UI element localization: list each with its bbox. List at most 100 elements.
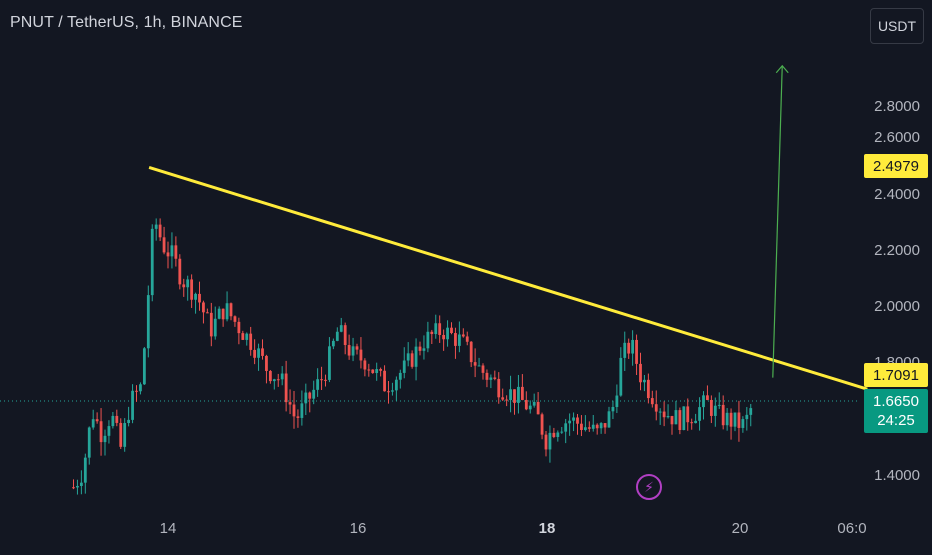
candle-body	[371, 369, 375, 374]
last-price-tag: 1.6650 24:25	[864, 389, 928, 433]
candle-body	[103, 435, 107, 443]
candle-body	[619, 357, 623, 396]
price-tick: 2.6000	[874, 129, 920, 146]
candle-body	[253, 349, 257, 358]
candle-body	[284, 373, 288, 403]
candle-body	[572, 417, 575, 421]
candle-body	[583, 427, 587, 430]
candle-body	[186, 279, 190, 288]
candle-body	[351, 346, 355, 356]
price-tick: 2.2000	[874, 242, 920, 259]
candle-body	[146, 295, 150, 349]
price-tick: 2.8000	[874, 98, 920, 115]
candle-body	[107, 426, 111, 436]
arrow-head	[775, 64, 789, 74]
candle-body	[477, 365, 481, 367]
candle-body	[678, 410, 682, 431]
candle-body	[402, 360, 406, 373]
candle-body	[666, 416, 670, 418]
candle-body	[268, 370, 272, 382]
bar-countdown: 24:25	[877, 412, 915, 429]
candle-body	[123, 423, 127, 447]
candle-body	[635, 339, 638, 364]
candle-body	[375, 369, 379, 374]
candle-body	[552, 432, 556, 437]
candle-body	[457, 334, 461, 346]
candle-body	[607, 411, 611, 428]
candle-body	[520, 386, 524, 400]
candle-body	[111, 415, 115, 427]
candle-body	[686, 406, 690, 423]
candle-body	[485, 372, 489, 380]
candle-body	[729, 412, 733, 427]
candle-body	[469, 341, 473, 363]
candle-body	[438, 323, 442, 335]
candle-body	[383, 370, 386, 392]
candle-body	[489, 377, 493, 380]
candle-body	[662, 411, 666, 418]
candle-body	[170, 245, 174, 257]
candle-body	[87, 427, 91, 458]
candle-body	[674, 410, 678, 425]
candle-body	[304, 392, 308, 404]
candle-body	[639, 363, 642, 383]
candle-body	[394, 379, 398, 391]
candle-body	[379, 369, 383, 371]
target-arrow	[772, 64, 789, 378]
candle-body	[359, 349, 363, 361]
candle-body	[139, 384, 142, 392]
candle-body	[217, 308, 221, 319]
candle-body	[694, 420, 698, 424]
candle-body	[587, 427, 591, 429]
candle-body	[658, 411, 662, 413]
candle-body	[611, 406, 615, 412]
price-tick: 1.4000	[874, 467, 920, 484]
candle-body	[292, 404, 296, 417]
candle-body	[99, 421, 103, 443]
candle-body	[174, 245, 178, 259]
candle-body	[233, 316, 237, 322]
currency-button[interactable]: USDT	[870, 8, 924, 44]
candle-body	[682, 406, 686, 431]
candle-body	[335, 331, 339, 341]
candle-body	[493, 377, 497, 379]
candle-body	[548, 432, 552, 450]
candle-body	[599, 423, 603, 429]
candle-body	[426, 331, 430, 349]
candle-body	[670, 416, 674, 425]
candle-body	[135, 390, 138, 392]
candle-body	[737, 412, 741, 428]
candle-body	[528, 405, 532, 410]
candle-body	[367, 369, 371, 371]
candle-body	[434, 323, 438, 335]
candle-body	[387, 391, 390, 393]
candle-body	[178, 258, 182, 285]
candle-body	[422, 348, 426, 351]
candle-body	[355, 346, 359, 350]
candle-body	[261, 348, 264, 356]
lightning-bolt-icon[interactable]: ⚡	[636, 474, 662, 500]
candle-body	[205, 312, 209, 314]
candle-body	[430, 331, 434, 335]
candle-body	[454, 333, 457, 346]
candle-body	[182, 284, 186, 288]
resistance-trendline	[148, 166, 868, 391]
candle-body	[698, 407, 701, 421]
candle-body	[646, 379, 650, 399]
candle-body	[198, 293, 201, 303]
candle-body	[190, 279, 194, 300]
candle-body	[690, 422, 694, 424]
candle-body	[150, 228, 154, 296]
candle-body	[513, 389, 516, 403]
candle-body	[162, 237, 166, 253]
symbol-title[interactable]: PNUT / TetherUS, 1h, BINANCE	[10, 14, 243, 31]
candle-body	[343, 325, 347, 346]
price-tick: 2.4000	[874, 186, 920, 203]
candle-body	[591, 424, 595, 429]
candle-body	[221, 308, 225, 320]
candle-body	[265, 355, 268, 371]
candle-body	[465, 336, 469, 342]
candle-body	[564, 423, 568, 432]
